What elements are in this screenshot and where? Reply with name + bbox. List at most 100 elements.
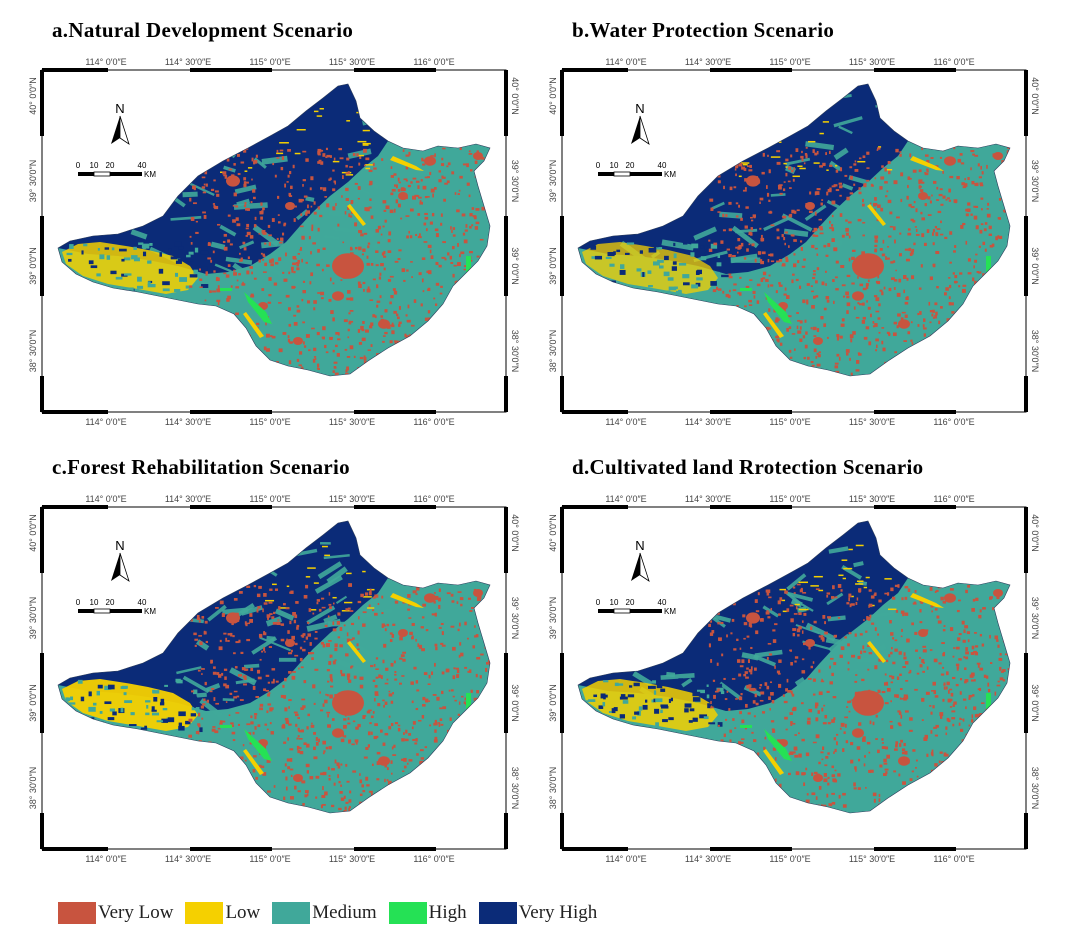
lat-tick-right-0: 40° 0′0″N: [1030, 514, 1040, 552]
north-label: N: [115, 538, 124, 553]
lat-tick-left-1: 39° 30′0″N: [548, 597, 558, 640]
region-raster: [58, 521, 490, 813]
scale-bar: [598, 171, 662, 177]
panel-title-b: b.Water Protection Scenario: [572, 18, 835, 42]
scale-label-3: 40: [138, 598, 147, 607]
lon-tick-top-1: 114° 30′0″E: [685, 57, 731, 67]
lon-tick-bottom-4: 116° 0′0″E: [933, 854, 974, 864]
map-panel-d: 114° 0′0″E 114° 0′0″E 114° 30′0″E 114° 30′0…: [548, 494, 1040, 864]
legend-label-low: Low: [225, 902, 261, 923]
lat-tick-left-3: 38° 30′0″N: [28, 330, 38, 373]
lon-tick-bottom-1: 114° 30′0″E: [685, 854, 731, 864]
lat-tick-left-1: 39° 30′0″N: [28, 160, 38, 203]
lat-tick-right-1: 39° 30′0″N: [1030, 160, 1040, 203]
lat-tick-left-2: 39° 0′0″N: [28, 247, 38, 285]
lon-tick-top-0: 114° 0′0″E: [85, 494, 126, 504]
lat-tick-right-3: 38° 30′0″N: [1030, 330, 1040, 373]
legend-item-high: High: [388, 902, 467, 924]
lat-tick-right-2: 39° 0′0″N: [1030, 247, 1040, 285]
legend: Very Low Low Medium High Very High: [58, 900, 609, 926]
scale-label-3: 40: [658, 598, 667, 607]
lat-tick-right-2: 39° 0′0″N: [1030, 684, 1040, 722]
lon-tick-top-1: 114° 30′0″E: [685, 494, 731, 504]
lon-tick-top-3: 115° 30′0″E: [329, 57, 375, 67]
scale-label-1: 10: [90, 598, 99, 607]
scale-label-2: 20: [626, 598, 635, 607]
lat-tick-left-2: 39° 0′0″N: [548, 684, 558, 722]
lon-tick-bottom-3: 115° 30′0″E: [329, 417, 375, 427]
panel-title-d: d.Cultivated land Rrotection Scenario: [572, 455, 924, 479]
scale-bar: [78, 171, 142, 177]
lat-tick-left-1: 39° 30′0″N: [548, 160, 558, 203]
legend-swatch-very-low: [58, 902, 96, 924]
lon-tick-top-1: 114° 30′0″E: [165, 57, 211, 67]
lon-tick-top-4: 116° 0′0″E: [413, 494, 454, 504]
lon-tick-bottom-2: 115° 0′0″E: [249, 854, 290, 864]
legend-swatch-high: [388, 902, 427, 924]
lon-tick-bottom-1: 114° 30′0″E: [685, 417, 731, 427]
panel-title-a: a.Natural Development Scenario: [52, 18, 354, 42]
lon-tick-top-3: 115° 30′0″E: [849, 494, 895, 504]
lon-tick-top-3: 115° 30′0″E: [329, 494, 375, 504]
scale-unit: KM: [144, 170, 156, 179]
scale-label-2: 20: [106, 598, 115, 607]
scale-label-0: 0: [76, 598, 81, 607]
lat-tick-left-0: 40° 0′0″N: [548, 514, 558, 552]
panel-title-c: c.Forest Rehabilitation Scenario: [52, 455, 350, 479]
legend-item-very-low: Very Low: [58, 902, 173, 924]
scale-unit: KM: [144, 607, 156, 616]
legend-item-medium: Medium: [272, 902, 377, 924]
lat-tick-right-2: 39° 0′0″N: [510, 247, 520, 285]
lat-tick-left-0: 40° 0′0″N: [28, 77, 38, 115]
scale-label-0: 0: [596, 161, 601, 170]
map-panel-a: 114° 0′0″E 114° 0′0″E 114° 30′0″E 114° 30′0…: [28, 57, 520, 427]
lat-tick-left-0: 40° 0′0″N: [548, 77, 558, 115]
lon-tick-bottom-0: 114° 0′0″E: [85, 417, 126, 427]
lat-tick-left-0: 40° 0′0″N: [28, 514, 38, 552]
lon-tick-bottom-0: 114° 0′0″E: [605, 417, 646, 427]
lon-tick-bottom-4: 116° 0′0″E: [413, 854, 454, 864]
legend-label-very-low: Very Low: [98, 902, 174, 923]
lat-tick-left-1: 39° 30′0″N: [28, 597, 38, 640]
region-raster: [578, 84, 1010, 376]
lon-tick-bottom-2: 115° 0′0″E: [769, 417, 810, 427]
north-arrow-icon: [631, 115, 650, 145]
lat-tick-left-2: 39° 0′0″N: [548, 247, 558, 285]
scale-unit: KM: [664, 170, 676, 179]
lat-tick-right-0: 40° 0′0″N: [510, 514, 520, 552]
lat-tick-right-1: 39° 30′0″N: [510, 597, 520, 640]
legend-item-very-high: Very High: [478, 902, 598, 924]
north-label: N: [115, 101, 124, 116]
lon-tick-bottom-3: 115° 30′0″E: [849, 417, 895, 427]
legend-item-low: Low: [185, 902, 260, 924]
scale-bar: [78, 608, 142, 614]
legend-label-high: High: [428, 902, 467, 923]
lon-tick-top-2: 115° 0′0″E: [769, 57, 810, 67]
scale-bar: [598, 608, 662, 614]
north-arrow-icon: [111, 115, 130, 145]
lat-tick-left-3: 38° 30′0″N: [548, 767, 558, 810]
north-arrow-icon: [111, 552, 130, 582]
lon-tick-top-0: 114° 0′0″E: [605, 494, 646, 504]
lon-tick-bottom-2: 115° 0′0″E: [249, 417, 290, 427]
lat-tick-right-3: 38° 30′0″N: [510, 330, 520, 373]
legend-label-very-high: Very High: [518, 902, 598, 923]
lat-tick-left-3: 38° 30′0″N: [28, 767, 38, 810]
legend-swatch-medium: [272, 902, 311, 924]
scale-label-3: 40: [138, 161, 147, 170]
region-raster: [578, 521, 1010, 813]
lon-tick-top-0: 114° 0′0″E: [605, 57, 646, 67]
lat-tick-right-3: 38° 30′0″N: [510, 767, 520, 810]
legend-label-medium: Medium: [312, 902, 377, 923]
scale-label-0: 0: [76, 161, 81, 170]
lon-tick-bottom-0: 114° 0′0″E: [605, 854, 646, 864]
lon-tick-top-0: 114° 0′0″E: [85, 57, 126, 67]
scale-label-3: 40: [658, 161, 667, 170]
lat-tick-right-3: 38° 30′0″N: [1030, 767, 1040, 810]
north-arrow-icon: [631, 552, 650, 582]
lon-tick-top-4: 116° 0′0″E: [933, 494, 974, 504]
north-label: N: [635, 538, 644, 553]
scale-label-1: 10: [90, 161, 99, 170]
scale-label-1: 10: [610, 161, 619, 170]
lon-tick-top-1: 114° 30′0″E: [165, 494, 211, 504]
